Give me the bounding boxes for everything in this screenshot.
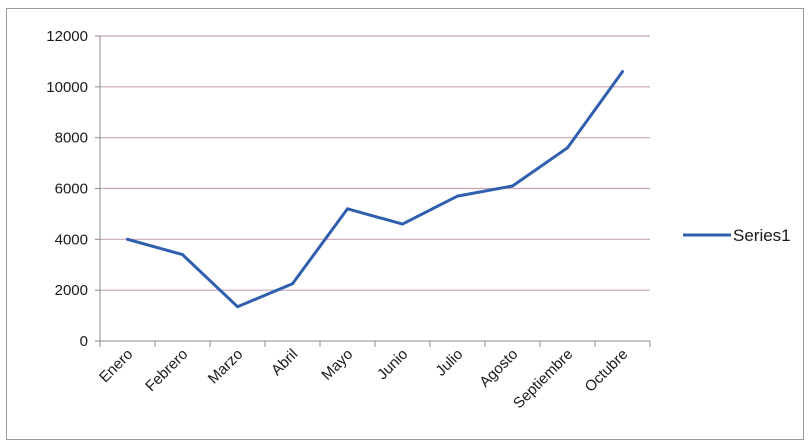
data-point: [126, 237, 129, 241]
x-tick-label: Marzo: [205, 346, 246, 387]
y-tick-label: 12000: [46, 28, 88, 45]
data-point: [566, 146, 569, 150]
data-point: [236, 305, 239, 309]
y-tick-labels: 0 2000 4000 6000 8000 10000 12000: [46, 28, 88, 350]
x-tick-label: Abril: [268, 346, 301, 379]
x-tick-label: Enero: [96, 346, 136, 386]
y-tick-label: 6000: [55, 181, 88, 198]
data-point: [401, 222, 404, 226]
data-point: [346, 207, 349, 211]
x-tick-label: Mayo: [318, 346, 356, 384]
axes: [95, 35, 651, 347]
data-point: [181, 253, 184, 256]
x-tick-label: Agosto: [476, 346, 521, 391]
y-tick-label: 10000: [46, 79, 88, 96]
legend: Series1: [683, 226, 791, 245]
x-tick-label: Junio: [374, 346, 411, 383]
gridlines: [100, 35, 650, 291]
y-tick-label: 2000: [55, 282, 88, 299]
series-line: [126, 70, 624, 309]
legend-label: Series1: [733, 226, 791, 245]
data-point: [621, 70, 624, 73]
data-point: [456, 194, 459, 198]
x-tick-label: Octubre: [582, 346, 632, 396]
x-tick-labels: Enero Febrero Marzo Abril Mayo Junio Julio Agos…: [96, 346, 631, 412]
data-point: [511, 184, 514, 188]
x-tick-label: Septiembre: [510, 346, 576, 412]
x-tick-label: Febrero: [142, 346, 191, 395]
y-tick-label: 0: [80, 333, 88, 350]
y-tick-label: 8000: [55, 130, 88, 147]
data-point: [291, 282, 294, 286]
series-lines: [126, 70, 624, 309]
y-tick-label: 4000: [55, 231, 88, 248]
x-tick-label: Julio: [432, 346, 466, 380]
